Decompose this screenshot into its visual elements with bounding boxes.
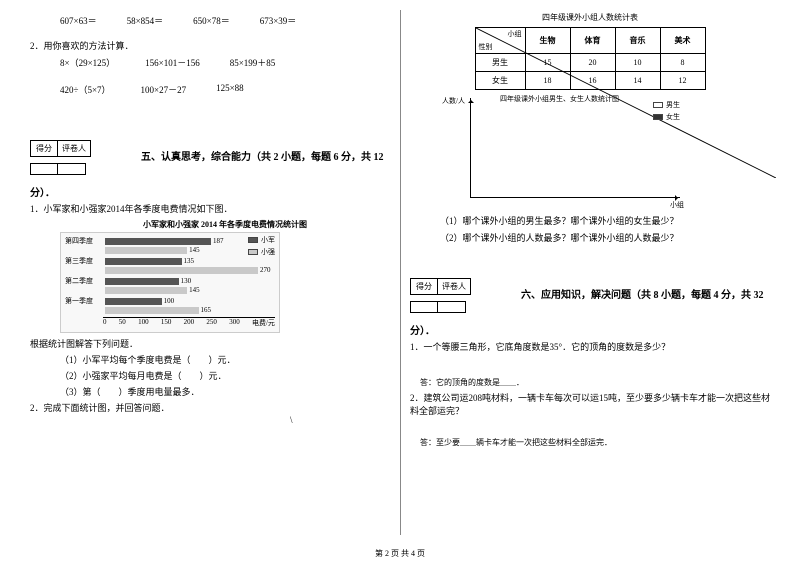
score-box-6-empty [410, 301, 466, 313]
expression-row-2a: 8×（29×125） 156×101－156 85×199＋85 [60, 56, 390, 69]
q6-2: 2．建筑公司运208吨材料，一辆卡车每次可以运15吨，至少要多少辆卡车才能一次把… [410, 391, 770, 417]
bar-chart: 小军小强 第四季度187145第三季度135270第二季度130145第一季度1… [60, 232, 280, 333]
expression-row-2b: 420÷（5×7） 100×27－27 125×88 [60, 83, 390, 96]
right-column: 四年级课外小组人数统计表 小组性别生物体育音乐美术男生1520108女生1816… [410, 10, 770, 530]
score-label-6: 得分 [410, 278, 438, 295]
expr: 673×39＝ [260, 14, 297, 27]
q5-2: 2．完成下面统计图，并回答问题． [30, 401, 390, 414]
chart-title: 小军家和小强家 2014 年各季度电费情况统计图 [60, 219, 390, 230]
expr: 607×63＝ [60, 14, 97, 27]
q2-title: 2．用你喜欢的方法计算． [30, 39, 390, 52]
score-label: 得分 [30, 140, 58, 157]
chart-legend: 小军小强 [248, 235, 275, 259]
q5-1: 1．小军家和小强家2014年各季度电费情况如下图． [30, 202, 390, 215]
expression-row-1: 607×63＝ 58×854＝ 650×78＝ 673×39＝ [60, 14, 390, 27]
expr: 85×199＋85 [230, 56, 276, 69]
q5-sub-1: （1）小军平均每个季度电费是（ ）元． [60, 353, 390, 366]
column-divider [400, 10, 401, 535]
table-title: 四年级课外小组人数统计表 [410, 12, 770, 23]
section-6-cont: 分）． [410, 322, 770, 337]
data-table: 小组性别生物体育音乐美术男生1520108女生18161412 [475, 27, 706, 90]
answer-1: 答：它的顶角的度数是＿＿． [420, 377, 770, 388]
expr: 125×88 [216, 83, 244, 96]
section-5-cont: 分）． [30, 184, 390, 199]
axes-title: 四年级课外小组男生、女生人数统计图 [500, 94, 619, 104]
expr: 58×854＝ [127, 14, 164, 27]
bar-chart-wrap: 小军家和小强家 2014 年各季度电费情况统计图 小军小强 第四季度187145… [60, 219, 390, 333]
section-5-title: 五、认真思考，综合能力（共 2 小题，每题 6 分，共 12 [141, 148, 384, 163]
score-box-6: 得分 评卷人 [410, 278, 471, 295]
grader-label: 评卷人 [58, 140, 91, 157]
backslash-mark: \ [290, 415, 293, 425]
expr: 100×27－27 [141, 83, 187, 96]
empty-chart-axes: 四年级课外小组男生、女生人数统计图 人数/人 小组 男生女生 [450, 98, 680, 208]
q5-sub-3: （3）第（ ）季度用电量最多． [60, 385, 390, 398]
expr: 650×78＝ [193, 14, 230, 27]
axes-legend: 男生女生 [653, 100, 680, 124]
q5-post: 根据统计图解答下列问题． [30, 337, 390, 350]
y-axis-label: 人数/人 [442, 96, 465, 106]
right-sub-2: （2）哪个课外小组的人数最多？哪个课外小组的人数最少？ [440, 231, 770, 244]
left-column: 607×63＝ 58×854＝ 650×78＝ 673×39＝ 2．用你喜欢的方… [30, 10, 390, 530]
page-footer: 第 2 页 共 4 页 [0, 548, 800, 559]
expr: 8×（29×125） [60, 56, 115, 69]
expr: 156×101－156 [145, 56, 200, 69]
x-axis [470, 197, 680, 198]
section-6-title: 六、应用知识，解决问题（共 8 小题，每题 4 分，共 32 [521, 286, 764, 301]
answer-2: 答：至少要＿＿辆卡车才能一次把这些材料全部运完． [420, 437, 770, 448]
right-sub-1: （1）哪个课外小组的男生最多？哪个课外小组的女生最少？ [440, 214, 770, 227]
grader-label-6: 评卷人 [438, 278, 471, 295]
grader-blank [58, 163, 86, 175]
expr: 420÷（5×7） [60, 83, 111, 96]
score-box: 得分 评卷人 [30, 140, 91, 157]
score-box-empty [30, 163, 86, 175]
y-axis [470, 98, 471, 198]
x-axis-label: 小组 [670, 200, 684, 210]
score-blank-6 [410, 301, 438, 313]
grader-blank-6 [438, 301, 466, 313]
q6-1: 1．一个等腰三角形，它底角度数是35°．它的顶角的度数是多少？ [410, 340, 770, 353]
q5-sub-2: （2）小强家平均每月电费是（ ）元． [60, 369, 390, 382]
score-blank [30, 163, 58, 175]
